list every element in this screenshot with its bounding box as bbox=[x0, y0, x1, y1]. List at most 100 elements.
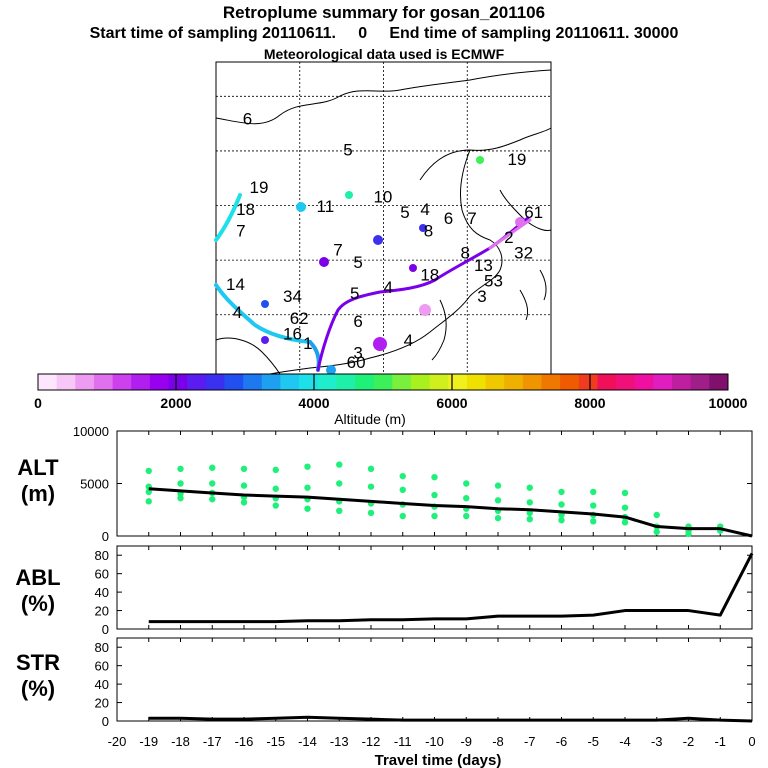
y-tick-label: 0 bbox=[102, 622, 109, 637]
alt-panel-label: ALT (m) bbox=[8, 455, 68, 507]
colorbar-swatch bbox=[709, 374, 729, 390]
x-tick-label: -8 bbox=[492, 734, 504, 749]
altitude-distribution-point bbox=[590, 518, 597, 525]
met-data-line: Meteorological data used is ECMWF bbox=[263, 46, 505, 62]
altitude-distribution-point bbox=[653, 511, 660, 519]
coastline-japan bbox=[519, 269, 547, 321]
x-tick-label: -7 bbox=[524, 734, 536, 749]
colorbar-swatch bbox=[38, 374, 58, 390]
altitude-distribution-point bbox=[526, 499, 533, 506]
map-number-label: 4 bbox=[420, 200, 429, 219]
colorbar-swatch bbox=[578, 374, 598, 390]
altitude-distribution-point bbox=[240, 482, 248, 489]
altitude-distribution-point bbox=[590, 502, 597, 509]
map-number-label: 16 bbox=[283, 325, 302, 344]
map-number-label: 11 bbox=[317, 197, 335, 216]
altitude-distribution-point bbox=[526, 484, 533, 491]
map-number-label: 3 bbox=[477, 287, 486, 306]
y-tick-label: 0 bbox=[102, 529, 109, 544]
plume-track-recent bbox=[488, 218, 532, 250]
altitude-distribution-point bbox=[240, 465, 248, 472]
x-tick-label: -19 bbox=[139, 734, 158, 749]
altitude-distribution-point bbox=[590, 488, 597, 496]
map-number-label: 4 bbox=[404, 331, 413, 350]
x-tick-label: -1 bbox=[714, 734, 726, 749]
colorbar-swatch bbox=[541, 374, 561, 390]
altitude-distribution-point bbox=[177, 495, 184, 502]
colorbar-swatch bbox=[429, 374, 449, 390]
colorbar-swatch bbox=[634, 374, 654, 390]
map-number-label: 61 bbox=[524, 203, 543, 222]
colorbar-swatch bbox=[224, 374, 244, 390]
plume-marker bbox=[326, 365, 336, 375]
y-tick-label: 10000 bbox=[73, 424, 109, 439]
x-tick-label: -16 bbox=[235, 734, 254, 749]
coastline-taiwan bbox=[431, 299, 447, 361]
colorbar-swatch bbox=[75, 374, 95, 390]
colorbar-swatch bbox=[690, 374, 710, 390]
plume-marker bbox=[345, 191, 353, 199]
colorbar-swatch bbox=[131, 374, 151, 390]
x-tick-label: 0 bbox=[748, 734, 755, 749]
altitude-distribution-point bbox=[367, 465, 375, 472]
abl-panel-label: ABL (%) bbox=[8, 565, 68, 617]
chart-title: Retroplume summary for gosan_201106 bbox=[222, 3, 546, 22]
map-number-label: 19 bbox=[507, 150, 526, 169]
x-tick-label: -11 bbox=[394, 734, 412, 749]
colorbar-tick-label: 6000 bbox=[436, 395, 467, 411]
map-grid bbox=[216, 62, 551, 374]
y-tick-label: 20 bbox=[95, 696, 109, 711]
colorbar-swatch bbox=[485, 374, 505, 390]
x-tick-label: -15 bbox=[266, 734, 285, 749]
altitude-distribution-point bbox=[177, 465, 184, 472]
map-number-label: 8 bbox=[461, 244, 470, 263]
alt-panel: 0 5000 10000 bbox=[73, 424, 753, 544]
altitude-distribution-point bbox=[494, 514, 502, 522]
colorbar-swatch bbox=[112, 374, 132, 390]
plume-marker bbox=[261, 336, 269, 344]
altitude-distribution-point bbox=[336, 461, 343, 468]
str-panel: 0 20 40 60 80 bbox=[95, 637, 753, 729]
map-coastlines bbox=[215, 69, 552, 375]
colorbar-frame bbox=[37, 373, 729, 391]
plume-marker bbox=[373, 235, 383, 245]
colorbar-tick-label: 2000 bbox=[160, 395, 191, 411]
plume-marker bbox=[296, 202, 306, 212]
altitude-distribution-point bbox=[621, 489, 629, 497]
colorbar-swatch bbox=[336, 374, 356, 390]
plume-markers bbox=[261, 156, 525, 375]
map-number-label: 2 bbox=[504, 228, 513, 247]
plume-track bbox=[214, 193, 532, 372]
travel-time-axis: -20 -19 -18 -17 -16 -15 -14 -13 -12 -11 -10 -9 -8 -7-… bbox=[108, 734, 756, 749]
map-number-label: 5 bbox=[400, 203, 409, 222]
map-number-label: 5 bbox=[353, 253, 362, 272]
altitude-distribution-point bbox=[145, 467, 152, 475]
y-tick-label: 40 bbox=[95, 677, 109, 692]
panel-frame bbox=[116, 545, 753, 630]
altitude-colorbar: 0 2000 4000 6000 8000 10000 bbox=[34, 373, 748, 411]
colorbar-swatch bbox=[392, 374, 412, 390]
map-number-label: 60 bbox=[347, 353, 366, 372]
x-tick-label: -17 bbox=[203, 734, 222, 749]
plume-track-west bbox=[214, 193, 242, 242]
map-number-label: 5 bbox=[350, 284, 359, 303]
map-number-label: 53 bbox=[484, 272, 503, 291]
x-tick-label: -10 bbox=[425, 734, 444, 749]
altitude-distribution-point bbox=[558, 517, 565, 524]
altitude-distribution-point bbox=[367, 483, 375, 490]
altitude-distribution-point bbox=[272, 466, 279, 474]
coastline-north bbox=[215, 69, 552, 125]
colorbar-swatch bbox=[597, 374, 617, 390]
series-line bbox=[148, 487, 753, 538]
altitude-distribution-point bbox=[558, 501, 565, 508]
colorbar-tick-label: 8000 bbox=[574, 395, 605, 411]
y-tick-label: 80 bbox=[95, 548, 109, 563]
altitude-distribution-point bbox=[431, 491, 438, 499]
altitude-distribution-point bbox=[304, 505, 311, 512]
x-tick-label: -5 bbox=[587, 734, 599, 749]
colorbar-swatch bbox=[504, 374, 524, 390]
y-tick-label: 40 bbox=[95, 585, 109, 600]
y-tick-label: 80 bbox=[95, 640, 109, 655]
